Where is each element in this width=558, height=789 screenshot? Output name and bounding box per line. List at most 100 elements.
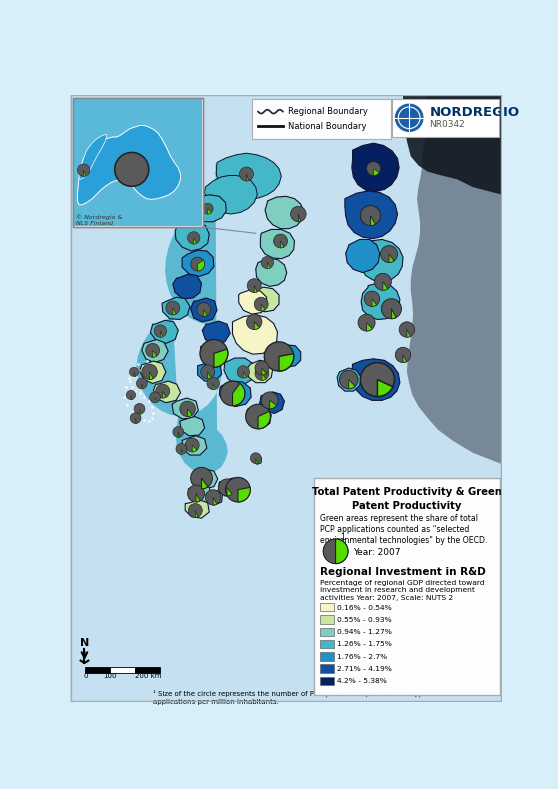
Wedge shape [281, 241, 284, 248]
Polygon shape [172, 398, 199, 419]
Polygon shape [175, 222, 209, 251]
Wedge shape [367, 323, 372, 331]
Polygon shape [79, 135, 107, 179]
Wedge shape [196, 494, 200, 502]
Polygon shape [205, 175, 257, 214]
Polygon shape [153, 381, 181, 402]
Polygon shape [189, 195, 227, 222]
Text: © Nordregio &
NLS Finland: © Nordregio & NLS Finland [76, 215, 122, 226]
Text: 200 km: 200 km [135, 672, 161, 679]
Circle shape [201, 365, 215, 379]
Circle shape [191, 257, 205, 271]
Circle shape [360, 206, 381, 226]
Wedge shape [391, 308, 396, 319]
Circle shape [191, 467, 213, 489]
Circle shape [251, 453, 261, 463]
Circle shape [202, 204, 213, 214]
Wedge shape [194, 238, 197, 244]
FancyBboxPatch shape [320, 615, 334, 623]
Circle shape [207, 377, 219, 390]
Wedge shape [142, 383, 143, 389]
Wedge shape [213, 383, 215, 390]
Circle shape [291, 207, 306, 222]
Wedge shape [407, 330, 411, 337]
Polygon shape [259, 392, 285, 413]
Polygon shape [185, 499, 209, 518]
Wedge shape [140, 409, 141, 414]
Circle shape [239, 167, 253, 181]
Circle shape [255, 366, 269, 380]
Circle shape [395, 103, 424, 133]
Wedge shape [262, 368, 266, 375]
Polygon shape [273, 345, 301, 367]
Circle shape [255, 361, 269, 375]
FancyBboxPatch shape [85, 667, 110, 673]
Text: 100: 100 [103, 672, 117, 679]
Polygon shape [247, 361, 273, 383]
Text: 1: 1 [340, 533, 345, 542]
Polygon shape [150, 320, 178, 343]
Circle shape [220, 381, 245, 406]
Text: Regional Investment in R&D: Regional Investment in R&D [320, 567, 486, 578]
Circle shape [150, 392, 161, 402]
FancyBboxPatch shape [392, 99, 499, 137]
Text: Total Patent Productivity & Green
Patent Productivity: Total Patent Productivity & Green Patent… [312, 488, 502, 510]
Polygon shape [239, 290, 267, 314]
Wedge shape [261, 304, 265, 311]
Wedge shape [150, 372, 153, 380]
Circle shape [367, 162, 381, 175]
Circle shape [187, 232, 200, 244]
Polygon shape [352, 359, 400, 400]
FancyBboxPatch shape [73, 98, 203, 227]
Text: Year: 2007: Year: 2007 [353, 548, 400, 557]
Wedge shape [155, 398, 157, 402]
Polygon shape [403, 95, 502, 195]
Polygon shape [359, 239, 403, 282]
FancyBboxPatch shape [320, 653, 334, 660]
Wedge shape [243, 372, 246, 378]
Polygon shape [230, 482, 247, 499]
Text: 0.55% - 0.93%: 0.55% - 0.93% [337, 617, 392, 623]
Polygon shape [217, 153, 281, 200]
Polygon shape [182, 250, 214, 276]
Circle shape [246, 404, 271, 429]
Circle shape [247, 314, 262, 330]
Polygon shape [188, 484, 211, 503]
FancyBboxPatch shape [70, 95, 502, 702]
Circle shape [142, 365, 157, 380]
Wedge shape [178, 432, 180, 437]
Polygon shape [136, 155, 279, 473]
Circle shape [374, 273, 391, 290]
Circle shape [176, 443, 187, 454]
Circle shape [189, 503, 202, 518]
Polygon shape [233, 315, 277, 354]
Wedge shape [373, 169, 379, 175]
FancyBboxPatch shape [320, 640, 334, 649]
Circle shape [156, 384, 170, 398]
Polygon shape [192, 469, 218, 489]
Polygon shape [219, 381, 251, 406]
Wedge shape [192, 445, 197, 452]
Text: ¹ Size of the circle represents the number of PCP (Patent Cooperation Treaty)
ap: ¹ Size of the circle represents the numb… [153, 690, 422, 705]
Circle shape [225, 477, 251, 502]
Text: 1.26% - 1.75%: 1.26% - 1.75% [337, 641, 392, 648]
Circle shape [254, 297, 268, 311]
Text: Green areas represent the share of total
PCP applications counted as "selected
e: Green areas represent the share of total… [320, 514, 488, 544]
Text: NORDREGIO: NORDREGIO [429, 106, 519, 119]
Text: 1.76% - 2.7%: 1.76% - 2.7% [337, 654, 387, 660]
Wedge shape [198, 260, 205, 271]
FancyBboxPatch shape [110, 667, 135, 673]
Circle shape [173, 427, 184, 437]
Wedge shape [254, 322, 259, 330]
Wedge shape [389, 254, 394, 263]
Wedge shape [258, 411, 271, 429]
FancyBboxPatch shape [320, 627, 334, 636]
Circle shape [130, 413, 141, 424]
Circle shape [381, 299, 401, 319]
Polygon shape [173, 274, 201, 299]
Wedge shape [213, 497, 217, 505]
Polygon shape [224, 358, 255, 384]
Circle shape [154, 325, 167, 337]
Circle shape [381, 245, 397, 263]
Wedge shape [187, 409, 192, 417]
